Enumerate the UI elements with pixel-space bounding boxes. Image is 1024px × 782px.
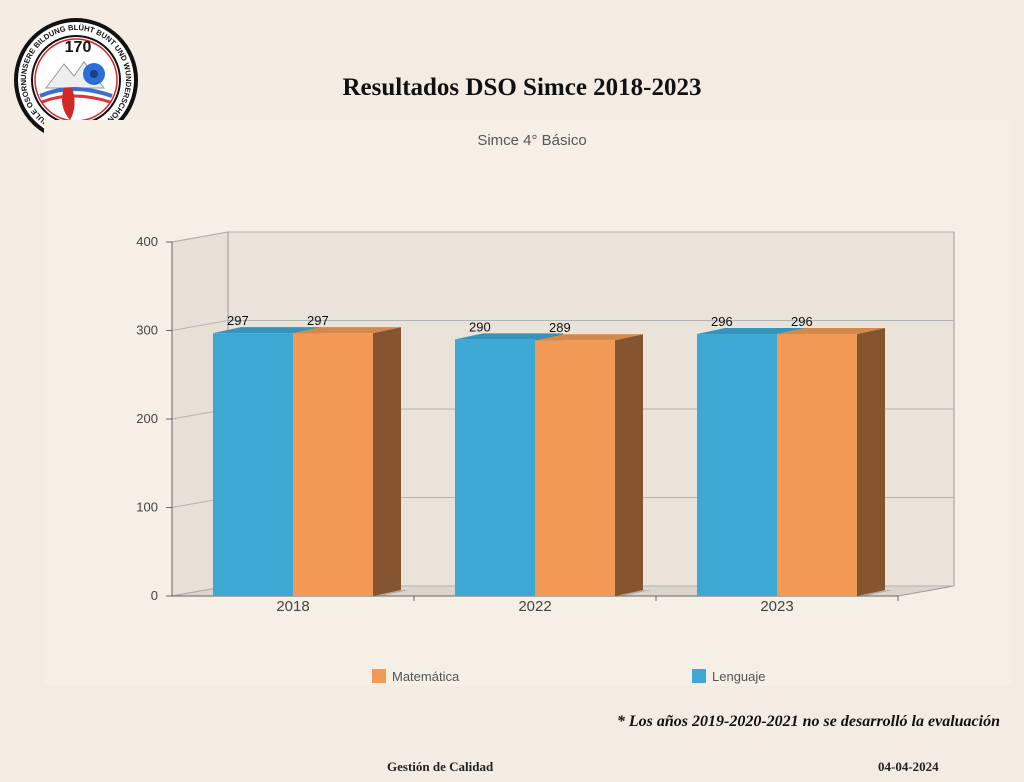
legend-label: Lenguaje — [712, 669, 766, 684]
x-tick-label: 2022 — [518, 598, 551, 615]
data-label: 296 — [791, 314, 813, 329]
y-tick-label: 100 — [136, 500, 158, 515]
bar-top-matemática — [777, 328, 885, 335]
bar-side-matemática — [373, 327, 401, 596]
bar-top-lenguaje — [213, 327, 321, 334]
chart-title: Simce 4° Básico — [477, 132, 587, 149]
y-tick-label: 300 — [136, 323, 158, 338]
bar-matemática — [777, 334, 857, 596]
footer-date: 04-04-2024 — [878, 759, 939, 774]
x-tick-label: 2018 — [276, 598, 309, 615]
legend-swatch-matemática — [372, 669, 386, 683]
bar-top-matemática — [535, 334, 643, 341]
bar-side-matemática — [857, 328, 885, 596]
data-label: 289 — [549, 320, 571, 335]
bar-matemática — [535, 340, 615, 596]
y-tick-label: 200 — [136, 411, 158, 426]
data-label: 296 — [711, 314, 733, 329]
data-label: 290 — [469, 319, 491, 334]
bar-top-lenguaje — [455, 333, 563, 340]
bar-top-matemática — [293, 327, 401, 334]
data-label: 297 — [307, 313, 329, 328]
data-label: 297 — [227, 313, 249, 328]
y-tick-label: 400 — [136, 234, 158, 249]
bar-chart: 0 100 200 300 400 297 297 2018 290 289 2022 296 296 2… — [136, 231, 955, 684]
y-tick-label: 0 — [151, 588, 158, 603]
bar-matemática — [293, 333, 373, 596]
bar-lenguaje — [697, 334, 777, 596]
bar-top-lenguaje — [697, 328, 805, 335]
bar-lenguaje — [213, 333, 293, 596]
y-gridline — [171, 320, 954, 331]
bar-side-matemática — [615, 334, 643, 596]
x-tick-label: 2023 — [760, 598, 793, 615]
bar-lenguaje — [455, 339, 535, 596]
page-title: Resultados DSO Simce 2018-2023 — [342, 74, 702, 101]
logo-number: 170 — [65, 39, 92, 56]
footnote: * Los años 2019-2020-2021 no se desarrol… — [616, 713, 1000, 730]
footer-department: Gestión de Calidad — [387, 759, 494, 774]
school-logo: UNSERE BILDUNG BLÜHT BUNT UND WUNDERSCHÖ… — [12, 16, 138, 142]
y-gridline — [171, 231, 954, 243]
legend-swatch-lenguaje — [692, 669, 706, 683]
legend-label: Matemática — [392, 669, 460, 684]
